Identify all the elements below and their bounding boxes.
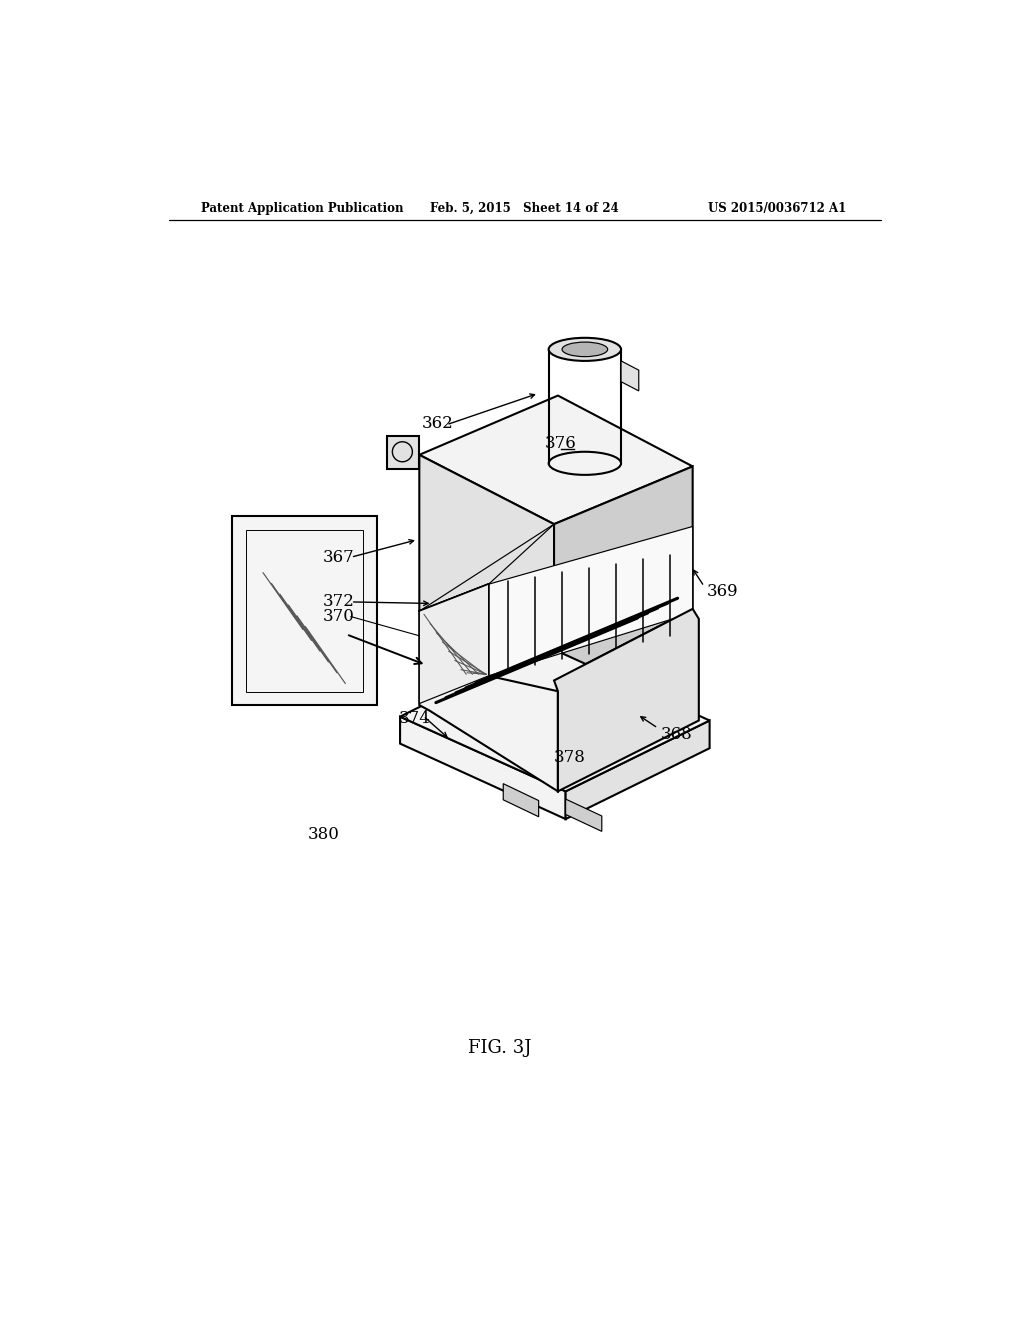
Text: 369: 369 — [707, 583, 738, 601]
Polygon shape — [419, 585, 558, 792]
Polygon shape — [400, 645, 710, 792]
Polygon shape — [488, 527, 692, 676]
Polygon shape — [565, 721, 710, 818]
Text: Patent Application Publication: Patent Application Publication — [202, 202, 403, 215]
Text: Feb. 5, 2015   Sheet 14 of 24: Feb. 5, 2015 Sheet 14 of 24 — [430, 202, 620, 215]
Text: 362: 362 — [422, 414, 454, 432]
Polygon shape — [554, 466, 692, 681]
Text: FIG. 3J: FIG. 3J — [468, 1039, 531, 1057]
Polygon shape — [565, 799, 602, 832]
Text: 378: 378 — [554, 748, 586, 766]
Polygon shape — [419, 585, 488, 704]
Text: 380: 380 — [307, 826, 340, 843]
Text: 368: 368 — [660, 726, 692, 743]
Polygon shape — [387, 436, 419, 469]
Polygon shape — [554, 609, 698, 792]
Polygon shape — [503, 784, 539, 817]
Text: 374: 374 — [398, 710, 430, 727]
Text: 376: 376 — [545, 434, 577, 451]
Text: 370: 370 — [323, 609, 355, 626]
Ellipse shape — [562, 342, 607, 356]
Polygon shape — [419, 396, 692, 524]
Polygon shape — [400, 717, 565, 818]
Text: US 2015/0036712 A1: US 2015/0036712 A1 — [709, 202, 847, 215]
Polygon shape — [419, 455, 554, 681]
Polygon shape — [232, 516, 377, 705]
Text: 367: 367 — [323, 549, 354, 566]
Polygon shape — [621, 360, 639, 391]
Text: 372: 372 — [323, 594, 355, 610]
Ellipse shape — [549, 338, 621, 360]
